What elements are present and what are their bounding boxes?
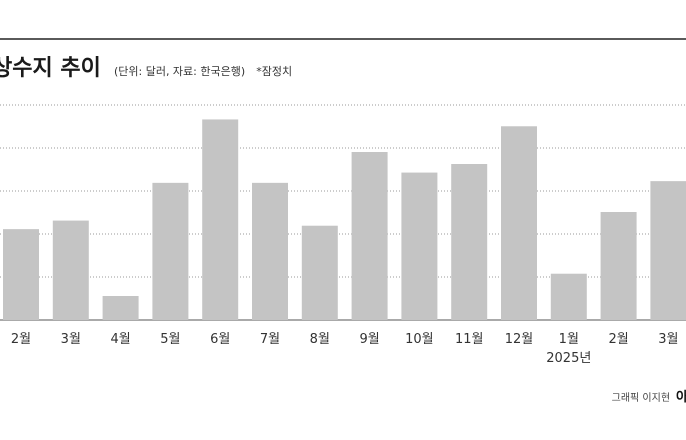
x-tick-label: 6월 <box>210 332 230 347</box>
x-tick-label: 1월 <box>559 332 579 347</box>
x-tick-label: 10월 <box>405 332 434 347</box>
x-tick-label: 3월 <box>658 332 678 347</box>
bars <box>3 119 686 321</box>
x-tick-label: 2월 <box>608 332 628 347</box>
bar-3 <box>152 182 189 320</box>
bar-11 <box>550 273 587 320</box>
bar-0 <box>3 229 39 320</box>
bar-8 <box>401 172 438 320</box>
bar-6 <box>301 225 338 320</box>
x-tick-label: 7월 <box>260 332 280 347</box>
year-label: 2025년 <box>546 351 591 366</box>
x-tick-label: 11월 <box>455 332 484 347</box>
chart-title-row: 상수지 추이 (단위: 달러, 자료: 한국은행) *잠정치 <box>0 50 293 81</box>
x-tick-labels: 2월 3월 4월 5월 6월 7월 8월 9월 10월 11월 12월 1월 2025년 2월 3월 <box>11 332 679 366</box>
bar-1 <box>52 220 89 320</box>
x-tick-label: 5월 <box>160 332 180 347</box>
top-rule <box>0 38 686 40</box>
bar-7 <box>351 152 388 320</box>
grid-lines <box>0 104 686 278</box>
x-tick-label: 9월 <box>359 332 379 347</box>
graphic-credit: 그래픽 이지현 아 <box>612 386 686 405</box>
bar-4 <box>202 119 239 320</box>
x-tick-label: 3월 <box>61 332 81 347</box>
bar-5 <box>252 182 288 320</box>
chart-note: *잠정치 <box>256 65 293 78</box>
x-tick-label: 8월 <box>310 332 330 347</box>
chart-title: 상수지 추이 <box>0 56 101 81</box>
bar-12 <box>600 212 637 320</box>
x-tick-label: 12월 <box>505 332 534 347</box>
bar-2 <box>102 296 139 320</box>
chart-subtitle: (단위: 달러, 자료: 한국은행) <box>113 65 246 78</box>
bar-9 <box>451 164 488 320</box>
brand-logo: 아 <box>676 390 686 405</box>
credit-text: 그래픽 이지현 <box>611 393 671 404</box>
bar-10 <box>501 126 537 321</box>
bar-13 <box>650 181 686 320</box>
x-tick-label: 4월 <box>110 332 130 347</box>
x-tick-label: 2월 <box>11 332 31 347</box>
